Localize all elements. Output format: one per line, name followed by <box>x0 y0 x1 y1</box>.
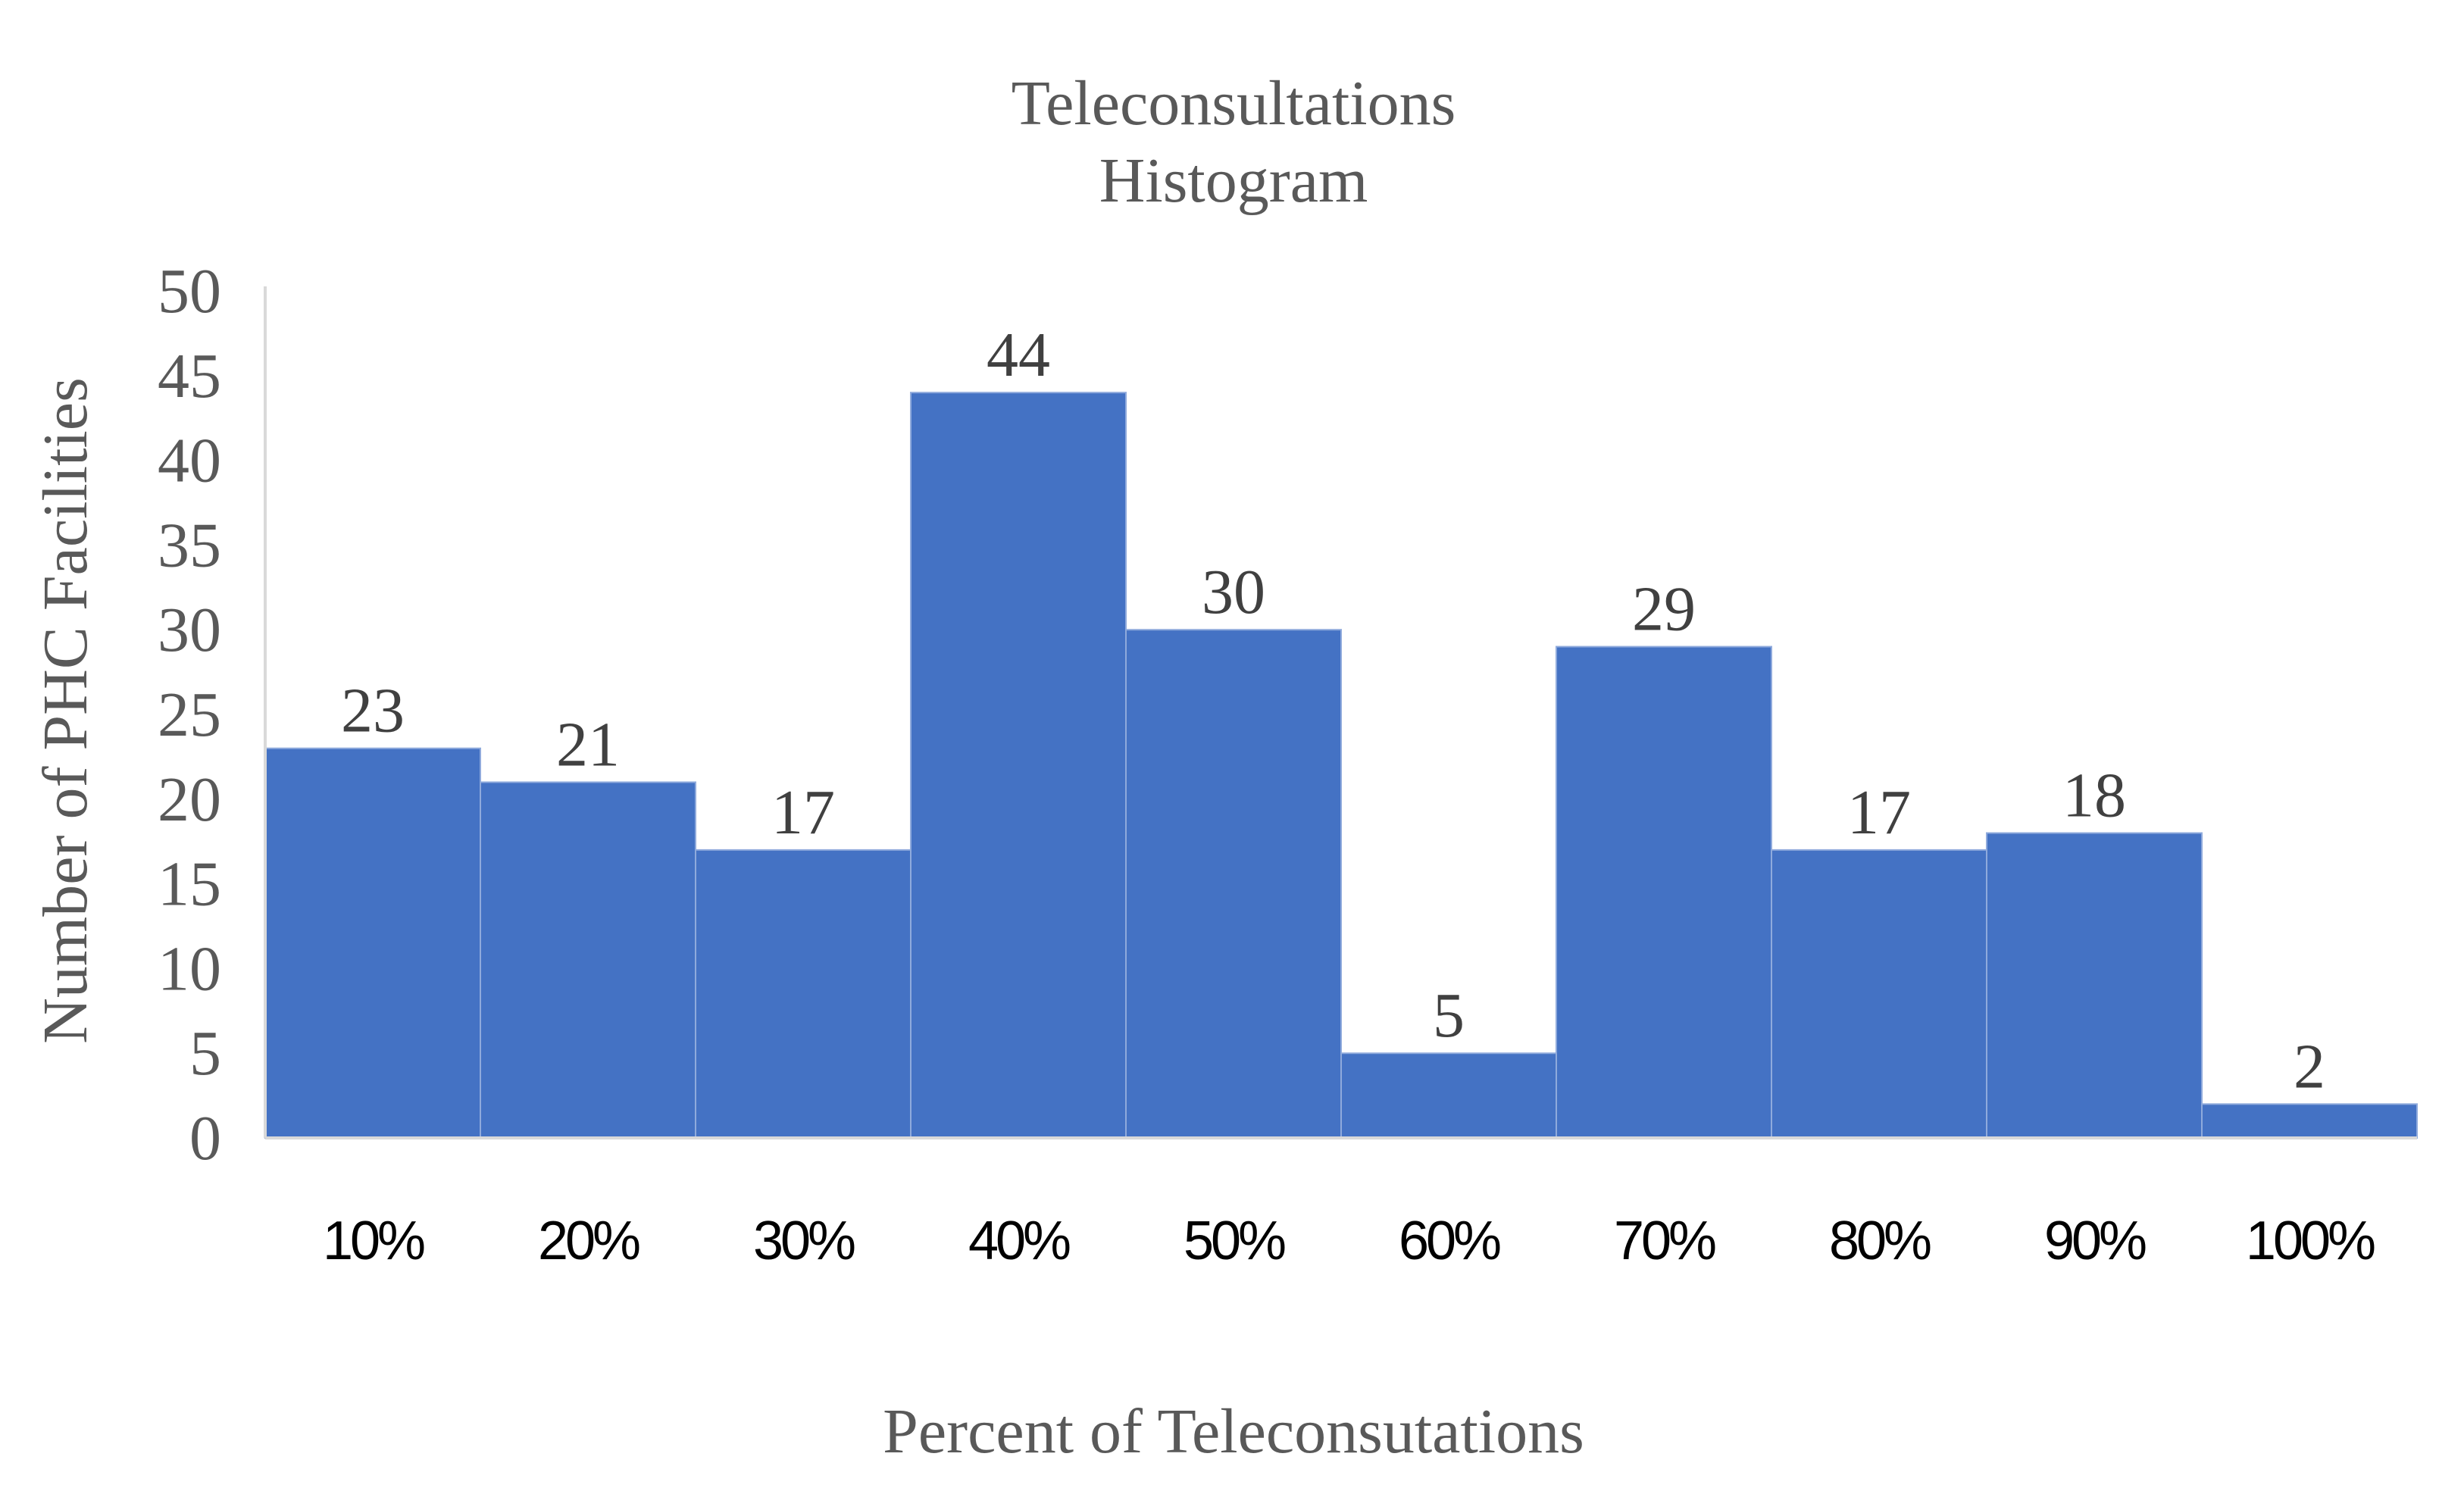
y-axis-title: Number of PHC Facilities <box>30 377 101 1044</box>
y-tick-label-50: 50 <box>158 256 221 327</box>
data-labels-group: 23 21 17 44 30 5 29 17 18 2 <box>341 320 2325 1102</box>
bar-40pct <box>910 392 1127 1139</box>
chart-title: Teleconsultations Histogram <box>1012 68 1456 216</box>
bar-80pct <box>1771 849 1987 1139</box>
y-axis-ticks: 0 5 10 15 20 25 30 35 40 45 50 <box>158 256 221 1174</box>
data-label-10pct: 23 <box>341 676 405 746</box>
bar-10pct <box>264 747 481 1139</box>
x-tick-label-30pct: 30% <box>753 1211 855 1271</box>
x-tick-label-90pct: 90% <box>2044 1211 2146 1271</box>
data-label-40pct: 44 <box>987 320 1050 390</box>
y-tick-label-35: 35 <box>158 510 221 580</box>
y-tick-label-0: 0 <box>189 1103 221 1174</box>
y-tick-label-20: 20 <box>158 764 221 835</box>
chart-title-line-1: Teleconsultations <box>1012 68 1456 139</box>
data-label-70pct: 29 <box>1632 574 1696 645</box>
data-label-100pct: 2 <box>2294 1031 2325 1102</box>
bar-60pct <box>1340 1052 1557 1139</box>
x-tick-label-10pct: 10% <box>323 1211 424 1271</box>
bar-90pct <box>1986 832 2203 1139</box>
bar-70pct <box>1556 645 1772 1139</box>
bar-30pct <box>695 849 911 1139</box>
bars-group <box>264 392 2418 1139</box>
bar-20pct <box>480 781 696 1139</box>
y-tick-label-25: 25 <box>158 680 221 750</box>
y-tick-label-40: 40 <box>158 426 221 496</box>
y-tick-label-30: 30 <box>158 595 221 665</box>
x-tick-label-70pct: 70% <box>1614 1211 1715 1271</box>
data-label-30pct: 17 <box>771 777 835 848</box>
data-label-90pct: 18 <box>2062 761 2126 831</box>
y-tick-label-15: 15 <box>158 849 221 920</box>
bar-50pct <box>1125 629 1342 1139</box>
data-label-20pct: 21 <box>556 709 620 780</box>
x-tick-label-50pct: 50% <box>1184 1211 1285 1271</box>
y-tick-label-5: 5 <box>189 1018 221 1089</box>
x-tick-label-80pct: 80% <box>1829 1211 1931 1271</box>
y-tick-label-45: 45 <box>158 341 221 411</box>
data-label-80pct: 17 <box>1847 777 1911 848</box>
data-label-50pct: 30 <box>1202 557 1265 627</box>
x-axis-ticks: 10% 20% 30% 40% 50% 60% 70% 80% 90% 100% <box>323 1211 2378 1271</box>
bar-100pct <box>2201 1103 2418 1139</box>
y-tick-label-10: 10 <box>158 933 221 1004</box>
x-tick-label-40pct: 40% <box>968 1211 1070 1271</box>
x-tick-label-20pct: 20% <box>538 1211 639 1271</box>
x-axis-title: Percent of Teleconsutations <box>883 1396 1584 1467</box>
x-tick-label-60pct: 60% <box>1399 1211 1500 1271</box>
x-tick-label-100pct: 100% <box>2246 1211 2375 1271</box>
data-label-60pct: 5 <box>1433 980 1465 1051</box>
chart-title-line-2: Histogram <box>1099 145 1368 216</box>
